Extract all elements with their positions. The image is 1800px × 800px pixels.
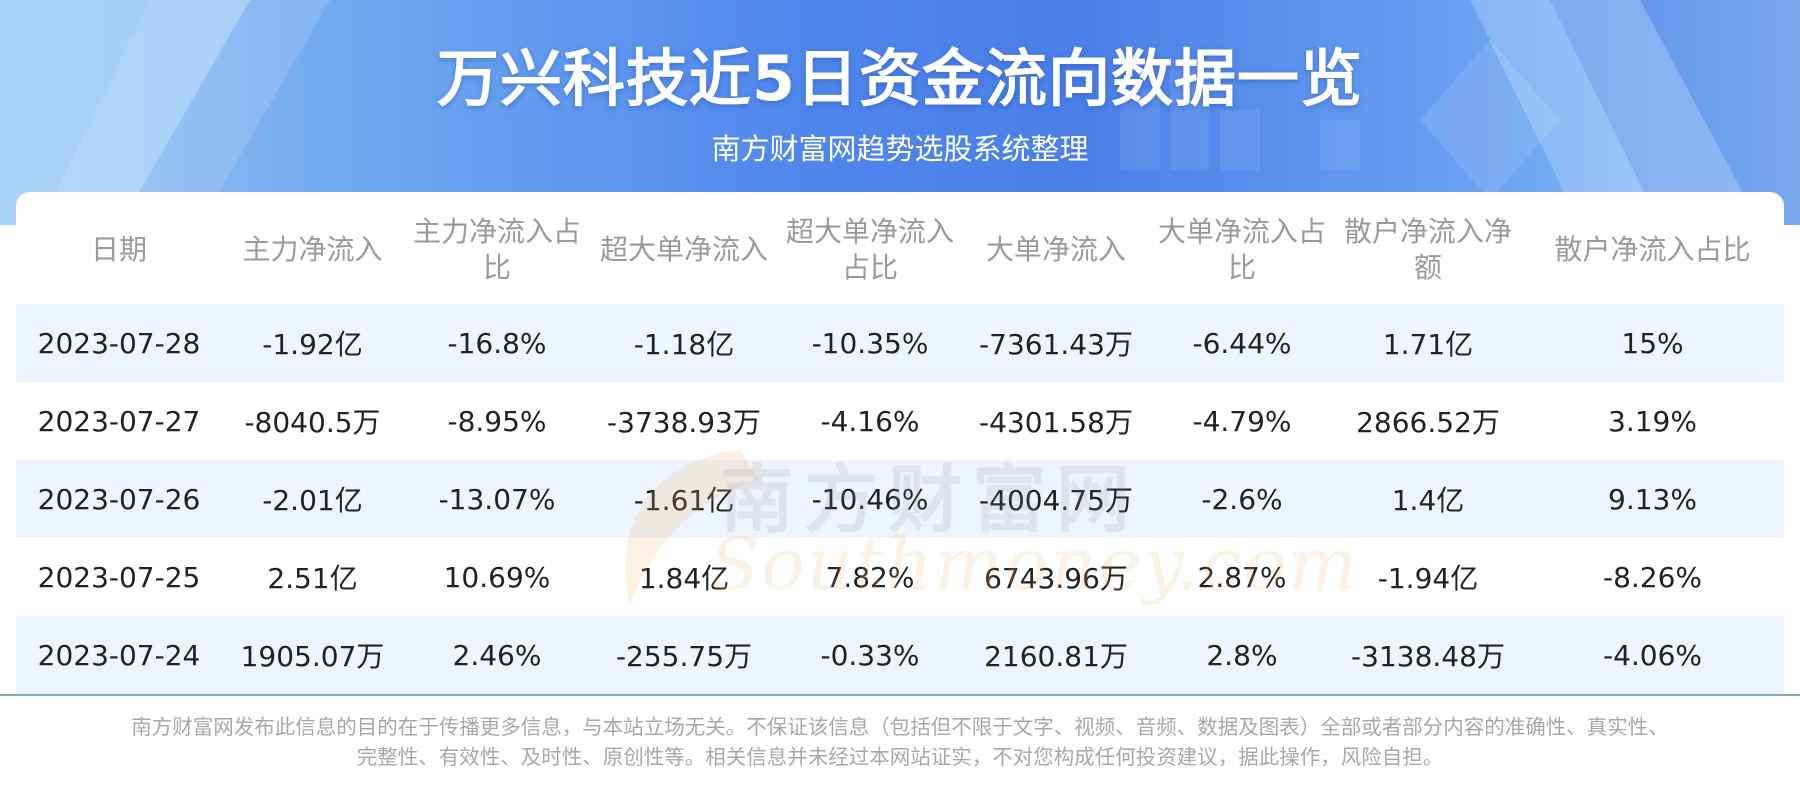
col-header-super-large-net-inflow: 超大单净流入 [599,233,768,266]
cell-large-net-inflow: -7361.43万 [963,304,1149,382]
table-row: 2023-07-25 2.51亿 10.69% 1.84亿 7.82% 6743… [16,538,1784,616]
disclaimer: 南方财富网发布此信息的目的在于传播更多信息，与本站立场无关。不保证该信息（包括但… [60,712,1740,772]
cell-retail-net-inflow: 2866.52万 [1335,382,1521,460]
cell-super-large-net-inflow: -3738.93万 [591,382,777,460]
cell-super-large-net-inflow-ratio: 7.82% [777,538,963,616]
cell-large-net-inflow: 2160.81万 [963,616,1149,694]
cell-main-net-inflow-ratio: -8.95% [403,382,591,460]
table-header-row: 日期 主力净流入 主力净流入占比 超大单净流入 超大单净流入占比 大单净流入 大… [16,196,1784,304]
cell-retail-net-inflow: -1.94亿 [1335,538,1521,616]
col-header-retail-net-inflow: 散户净流入净额 [1343,215,1512,284]
fund-flow-table: 日期 主力净流入 主力净流入占比 超大单净流入 超大单净流入占比 大单净流入 大… [16,196,1784,694]
cell-main-net-inflow-ratio: 2.46% [403,616,591,694]
disclaimer-line-1: 南方财富网发布此信息的目的在于传播更多信息，与本站立场无关。不保证该信息（包括但… [131,715,1669,739]
table-row: 2023-07-24 1905.07万 2.46% -255.75万 -0.33… [16,616,1784,694]
cell-large-net-inflow: -4004.75万 [963,460,1149,538]
table-row: 2023-07-26 -2.01亿 -13.07% -1.61亿 -10.46%… [16,460,1784,538]
cell-date: 2023-07-28 [16,304,222,382]
cell-super-large-net-inflow-ratio: -0.33% [777,616,963,694]
cell-super-large-net-inflow: -255.75万 [591,616,777,694]
banner-decoration [0,0,1800,225]
cell-large-net-inflow-ratio: -2.6% [1149,460,1335,538]
cell-main-net-inflow: -2.01亿 [222,460,403,538]
table-row: 2023-07-27 -8040.5万 -8.95% -3738.93万 -4.… [16,382,1784,460]
col-header-main-net-inflow-ratio: 主力净流入占比 [412,215,581,284]
cell-retail-net-inflow-ratio: -4.06% [1521,616,1784,694]
cell-main-net-inflow: 2.51亿 [222,538,403,616]
cell-retail-net-inflow-ratio: 9.13% [1521,460,1784,538]
cell-super-large-net-inflow: -1.61亿 [591,460,777,538]
col-header-large-net-inflow-ratio: 大单净流入占比 [1157,215,1326,284]
cell-date: 2023-07-24 [16,616,222,694]
cell-large-net-inflow: 6743.96万 [963,538,1149,616]
cell-date: 2023-07-26 [16,460,222,538]
cell-super-large-net-inflow: -1.18亿 [591,304,777,382]
disclaimer-line-2: 完整性、有效性、及时性、原创性等。相关信息并未经过本网站证实，不对您构成任何投资… [356,745,1444,769]
cell-retail-net-inflow: 1.4亿 [1335,460,1521,538]
cell-super-large-net-inflow: 1.84亿 [591,538,777,616]
cell-retail-net-inflow-ratio: 3.19% [1521,382,1784,460]
page-subtitle: 南方财富网趋势选股系统整理 [711,132,1089,166]
cell-main-net-inflow: 1905.07万 [222,616,403,694]
cell-super-large-net-inflow-ratio: -10.35% [777,304,963,382]
cell-large-net-inflow-ratio: 2.87% [1149,538,1335,616]
cell-retail-net-inflow: 1.71亿 [1335,304,1521,382]
header-banner: 万兴科技近5日资金流向数据一览 南方财富网趋势选股系统整理 [0,0,1800,225]
cell-large-net-inflow-ratio: -4.79% [1149,382,1335,460]
page-title: 万兴科技近5日资金流向数据一览 [436,42,1364,115]
cell-large-net-inflow: -4301.58万 [963,382,1149,460]
footer-divider [0,694,1800,696]
cell-super-large-net-inflow-ratio: -10.46% [777,460,963,538]
col-header-retail-net-inflow-ratio: 散户净流入占比 [1554,233,1751,266]
cell-retail-net-inflow-ratio: 15% [1521,304,1784,382]
cell-main-net-inflow: -8040.5万 [222,382,403,460]
cell-super-large-net-inflow-ratio: -4.16% [777,382,963,460]
cell-retail-net-inflow-ratio: -8.26% [1521,538,1784,616]
col-header-date: 日期 [90,233,147,266]
col-header-large-net-inflow: 大单净流入 [985,233,1126,266]
cell-date: 2023-07-25 [16,538,222,616]
cell-main-net-inflow-ratio: -16.8% [403,304,591,382]
cell-retail-net-inflow: -3138.48万 [1335,616,1521,694]
cell-main-net-inflow: -1.92亿 [222,304,403,382]
cell-date: 2023-07-27 [16,382,222,460]
cell-main-net-inflow-ratio: 10.69% [403,538,591,616]
cell-large-net-inflow-ratio: 2.8% [1149,616,1335,694]
cell-main-net-inflow-ratio: -13.07% [403,460,591,538]
table-row: 2023-07-28 -1.92亿 -16.8% -1.18亿 -10.35% … [16,304,1784,382]
cell-large-net-inflow-ratio: -6.44% [1149,304,1335,382]
col-header-super-large-net-inflow-ratio: 超大单净流入占比 [785,215,954,284]
col-header-main-net-inflow: 主力净流入 [242,233,383,266]
